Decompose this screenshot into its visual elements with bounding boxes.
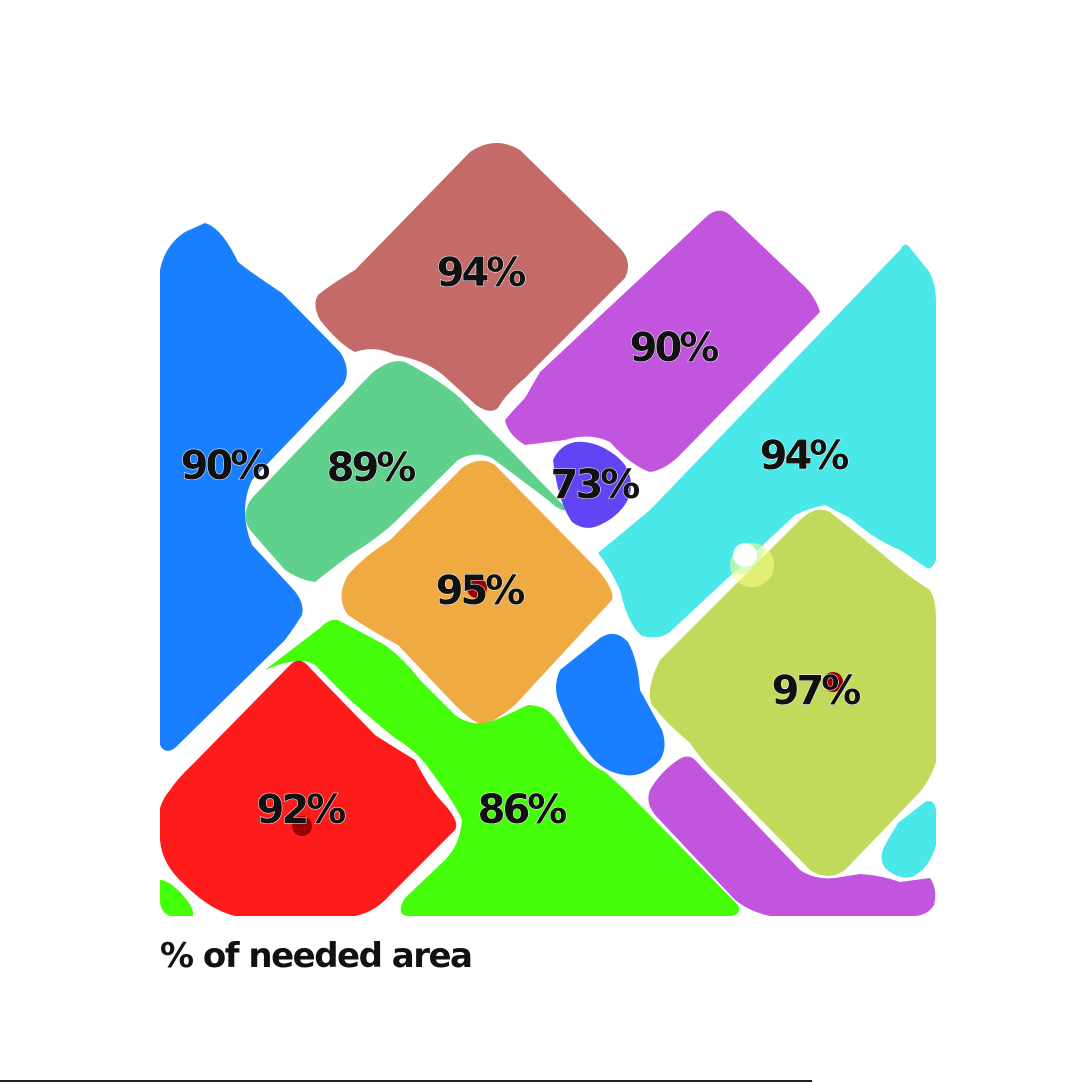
- legend-caption: % of needed area: [160, 936, 473, 976]
- region-red[interactable]: [160, 660, 457, 916]
- region-label-orange: 95%: [436, 568, 525, 614]
- region-label-cyan: 94%: [760, 433, 849, 479]
- bottom-divider: [0, 1080, 812, 1082]
- region-violet[interactable]: [553, 441, 631, 528]
- region-label-violet: 73%: [551, 462, 640, 508]
- region-label-brown: 94%: [437, 250, 526, 296]
- region-label-olive: 97%: [772, 668, 861, 714]
- region-green[interactable]: [265, 619, 739, 916]
- region-label-blue-left: 90%: [181, 443, 270, 489]
- region-brown[interactable]: [315, 142, 629, 411]
- unit-marker[interactable]: [292, 816, 312, 836]
- region-cyan[interactable]: [598, 244, 936, 638]
- region-label-purple-top: 90%: [630, 325, 719, 371]
- region-green-small[interactable]: [160, 880, 194, 916]
- region-olive[interactable]: [649, 509, 936, 876]
- region-cyan-small[interactable]: [881, 801, 937, 878]
- region-blue-small[interactable]: [556, 633, 665, 776]
- unit-marker[interactable]: [823, 672, 843, 692]
- region-label-green: 86%: [478, 787, 567, 833]
- unit-marker[interactable]: [467, 578, 487, 598]
- region-purple-bottom[interactable]: [648, 756, 936, 917]
- glow-orb-icon: [712, 522, 774, 587]
- region-label-red: 92%: [257, 787, 346, 833]
- region-label-teal-green: 89%: [327, 445, 416, 491]
- region-teal-green[interactable]: [245, 361, 569, 582]
- region-purple-top[interactable]: [505, 210, 820, 473]
- region-blue-left[interactable]: [160, 223, 347, 751]
